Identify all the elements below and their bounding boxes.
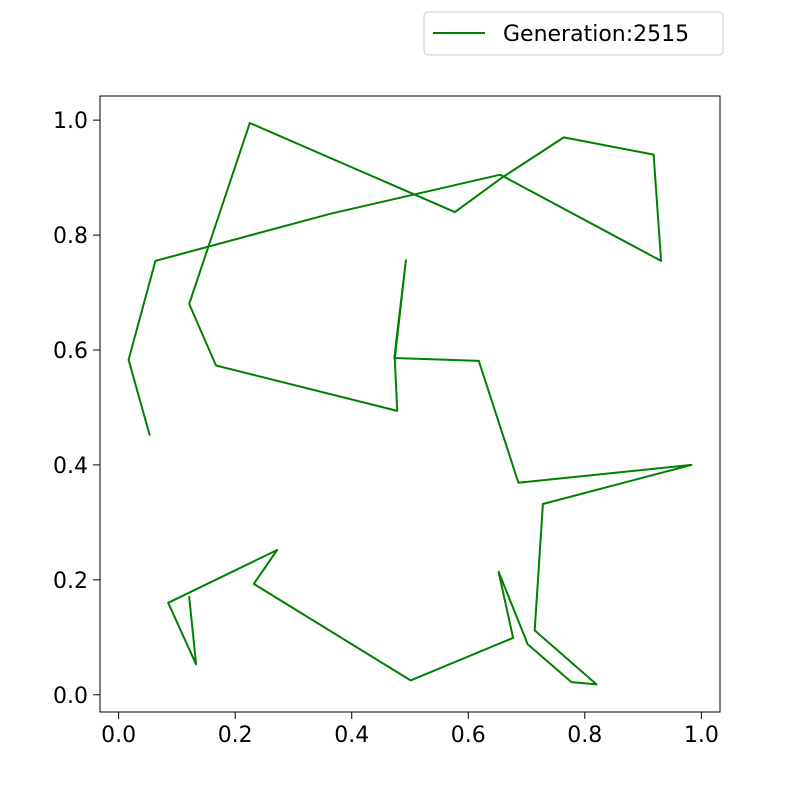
legend: Generation:2515 [423, 11, 724, 56]
x-tick-label: 0.4 [334, 723, 369, 748]
y-tick-label: 0.2 [53, 569, 88, 594]
y-tick-label: 1.0 [53, 109, 88, 134]
x-tick-label: 1.0 [684, 723, 719, 748]
legend-box [423, 11, 724, 56]
x-tick-label: 0.2 [218, 723, 253, 748]
x-tick-label: 0.6 [451, 723, 486, 748]
plot-frame [99, 95, 721, 713]
y-tick-label: 0.4 [53, 454, 88, 479]
legend-label: Generation:2515 [503, 22, 689, 47]
x-axis: 0.0 0.2 0.4 0.6 0.8 1.0 [101, 712, 719, 748]
x-tick-label: 0.0 [101, 723, 136, 748]
y-tick-label: 0.6 [53, 339, 88, 364]
y-axis: 0.0 0.2 0.4 0.6 0.8 1.0 [53, 109, 100, 709]
y-tick-label: 0.0 [53, 684, 88, 709]
plot-area [99, 95, 721, 713]
series-line-0 [127, 122, 693, 686]
y-tick-label: 0.8 [53, 224, 88, 249]
x-tick-label: 0.8 [567, 723, 602, 748]
